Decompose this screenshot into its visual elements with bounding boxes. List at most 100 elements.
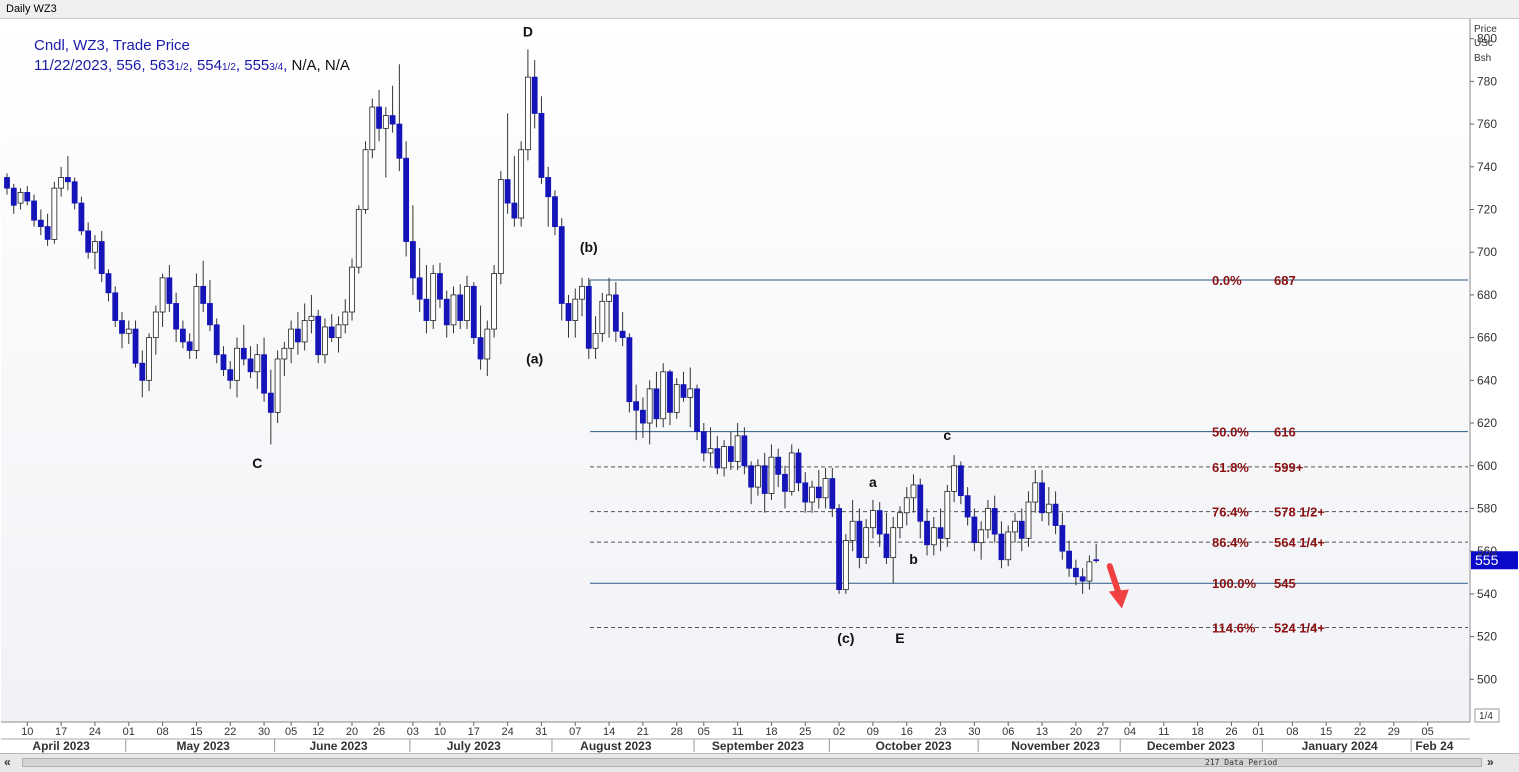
candle-down	[119, 320, 125, 334]
candle-down	[200, 285, 207, 304]
legend-series-name: Cndl, WZ3, Trade Price	[34, 37, 190, 54]
candle-up	[497, 179, 504, 274]
candle-down	[179, 328, 186, 343]
candle-down	[856, 520, 863, 558]
legend-open: 556	[116, 57, 142, 74]
candle-down	[741, 435, 748, 467]
price-tick-label: 500	[1477, 672, 1497, 686]
last-price-tag	[1471, 551, 1518, 570]
candle-down	[328, 326, 335, 339]
candle-up	[646, 388, 653, 424]
candle-down	[186, 341, 193, 351]
candle-down	[213, 324, 220, 356]
data-period-label: 217 Data Period	[1205, 758, 1278, 767]
date-tick-label: 20	[346, 726, 358, 738]
candle-down	[775, 456, 782, 475]
scroll-track[interactable]	[22, 758, 1482, 767]
fib-percent-label: 0.0%	[1212, 273, 1242, 288]
candle-down	[1052, 503, 1059, 526]
date-tick-label: 18	[765, 726, 777, 738]
date-tick-label: 11	[1158, 726, 1169, 738]
candle-up	[951, 465, 957, 492]
candle-up	[863, 527, 870, 558]
candle-down	[998, 533, 1005, 561]
candle-up	[254, 354, 261, 373]
candle-up	[51, 187, 58, 240]
candle-up	[734, 435, 741, 462]
fib-price-label: 599+	[1274, 460, 1304, 475]
candle-down	[836, 508, 842, 591]
date-tick-label: 22	[1354, 726, 1366, 738]
candle-up	[842, 540, 849, 591]
month-label: December 2023	[1147, 739, 1235, 753]
wave-label: a	[869, 474, 877, 490]
candle-down	[971, 516, 978, 544]
candle-down	[585, 285, 592, 349]
candle-up	[281, 347, 288, 360]
candle-down	[240, 347, 247, 360]
candle-down	[964, 495, 971, 518]
candle-down	[207, 303, 213, 326]
candle-down	[416, 277, 423, 300]
candle-down	[173, 303, 180, 330]
date-tick-label: 06	[1002, 726, 1014, 738]
date-tick-label: 30	[968, 726, 980, 738]
wave-label: c	[943, 427, 951, 443]
wave-label: b	[909, 551, 918, 567]
candle-down	[105, 273, 112, 294]
candle-up	[870, 510, 876, 529]
legend-extra: N/A, N/A	[291, 57, 350, 74]
candle-up	[809, 486, 815, 503]
candle-up	[822, 478, 829, 499]
candles	[4, 49, 1100, 594]
candle-down	[829, 478, 836, 509]
date-tick-label: 11	[732, 726, 743, 738]
candle-down	[98, 241, 105, 274]
date-tick-label: 28	[671, 726, 683, 738]
candle-up	[518, 149, 525, 219]
candle-down	[443, 298, 450, 326]
wave-label: C	[252, 455, 262, 471]
candle-up	[288, 328, 295, 349]
candle-up	[58, 177, 65, 189]
wave-label: E	[895, 630, 904, 646]
scroll-left-button[interactable]: «	[4, 755, 11, 769]
date-tick-label: 31	[535, 726, 547, 738]
candle-up	[152, 311, 159, 339]
candle-up	[660, 371, 667, 420]
month-label: January 2024	[1302, 739, 1378, 753]
price-tick-label: 600	[1477, 459, 1497, 473]
candle-down	[538, 113, 545, 178]
price-tick-label: 640	[1477, 373, 1497, 387]
candle-up	[1025, 501, 1032, 539]
candle-down	[31, 200, 37, 221]
price-tick-label: 560	[1477, 544, 1497, 558]
candle-up	[768, 456, 775, 494]
date-tick-label: 24	[501, 726, 513, 738]
scroll-right-button[interactable]: »	[1487, 755, 1494, 769]
plot-background	[1, 19, 1469, 722]
time-axis: 10 17 24 01 08 15 22 30 05 12 20 26 03 10 17 24 31 07 14 21…	[1, 722, 1470, 753]
price-tick-label: 720	[1477, 203, 1497, 217]
candle-down	[132, 328, 139, 364]
fib-percent-label: 114.6%	[1212, 621, 1256, 636]
fib-price-label: 545	[1274, 576, 1296, 591]
candle-up	[592, 332, 599, 349]
date-tick-label: 21	[637, 726, 649, 738]
candle-up	[125, 328, 132, 334]
candle-up	[606, 294, 612, 302]
last-price-label: 555	[1475, 552, 1499, 568]
candle-up	[274, 358, 281, 413]
date-tick-label: 01	[123, 726, 135, 738]
date-tick-label: 13	[1036, 726, 1048, 738]
candle-down	[714, 448, 721, 469]
date-tick-label: 26	[373, 726, 385, 738]
candle-up	[985, 508, 991, 531]
candle-down	[64, 177, 71, 183]
candle-up	[930, 527, 937, 546]
axis-corner-box	[1474, 708, 1500, 723]
candle-up	[1032, 482, 1039, 503]
candle-down	[166, 277, 173, 304]
candle-down	[294, 328, 301, 343]
